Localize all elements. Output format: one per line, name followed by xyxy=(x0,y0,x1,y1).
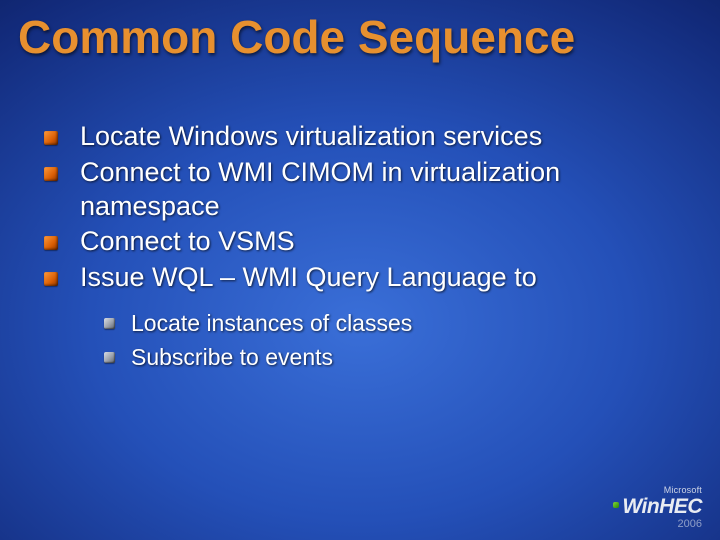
bullet-text: Connect to WMI CIMOM in virtualization n… xyxy=(80,156,674,224)
bullet-text: Connect to VSMS xyxy=(80,225,295,259)
bullet-icon xyxy=(44,236,58,250)
bullet-list: Locate Windows virtualization services C… xyxy=(44,120,674,377)
list-item: Locate Windows virtualization services xyxy=(44,120,674,154)
logo-flag-icon xyxy=(613,502,619,508)
bullet-text: Issue WQL – WMI Query Language to xyxy=(80,261,537,295)
sub-bullet-list: Locate instances of classes Subscribe to… xyxy=(104,309,674,373)
footer-brand: WinHEC xyxy=(613,496,702,517)
bullet-text: Subscribe to events xyxy=(131,343,333,373)
bullet-icon xyxy=(44,272,58,286)
slide-title: Common Code Sequence xyxy=(18,10,575,64)
list-item: Locate instances of classes xyxy=(104,309,674,339)
bullet-icon xyxy=(104,352,115,363)
bullet-icon xyxy=(104,318,115,329)
bullet-icon xyxy=(44,167,58,181)
footer-vendor: Microsoft xyxy=(613,486,702,495)
bullet-text: Locate Windows virtualization services xyxy=(80,120,542,154)
bullet-text: Locate instances of classes xyxy=(131,309,412,339)
footer-brand-text: WinHEC xyxy=(622,495,702,518)
list-item: Subscribe to events xyxy=(104,343,674,373)
footer-logo: Microsoft WinHEC 2006 xyxy=(613,486,702,530)
list-item: Issue WQL – WMI Query Language to xyxy=(44,261,674,295)
list-item: Connect to WMI CIMOM in virtualization n… xyxy=(44,156,674,224)
bullet-icon xyxy=(44,131,58,145)
footer-year: 2006 xyxy=(613,519,702,530)
list-item: Connect to VSMS xyxy=(44,225,674,259)
